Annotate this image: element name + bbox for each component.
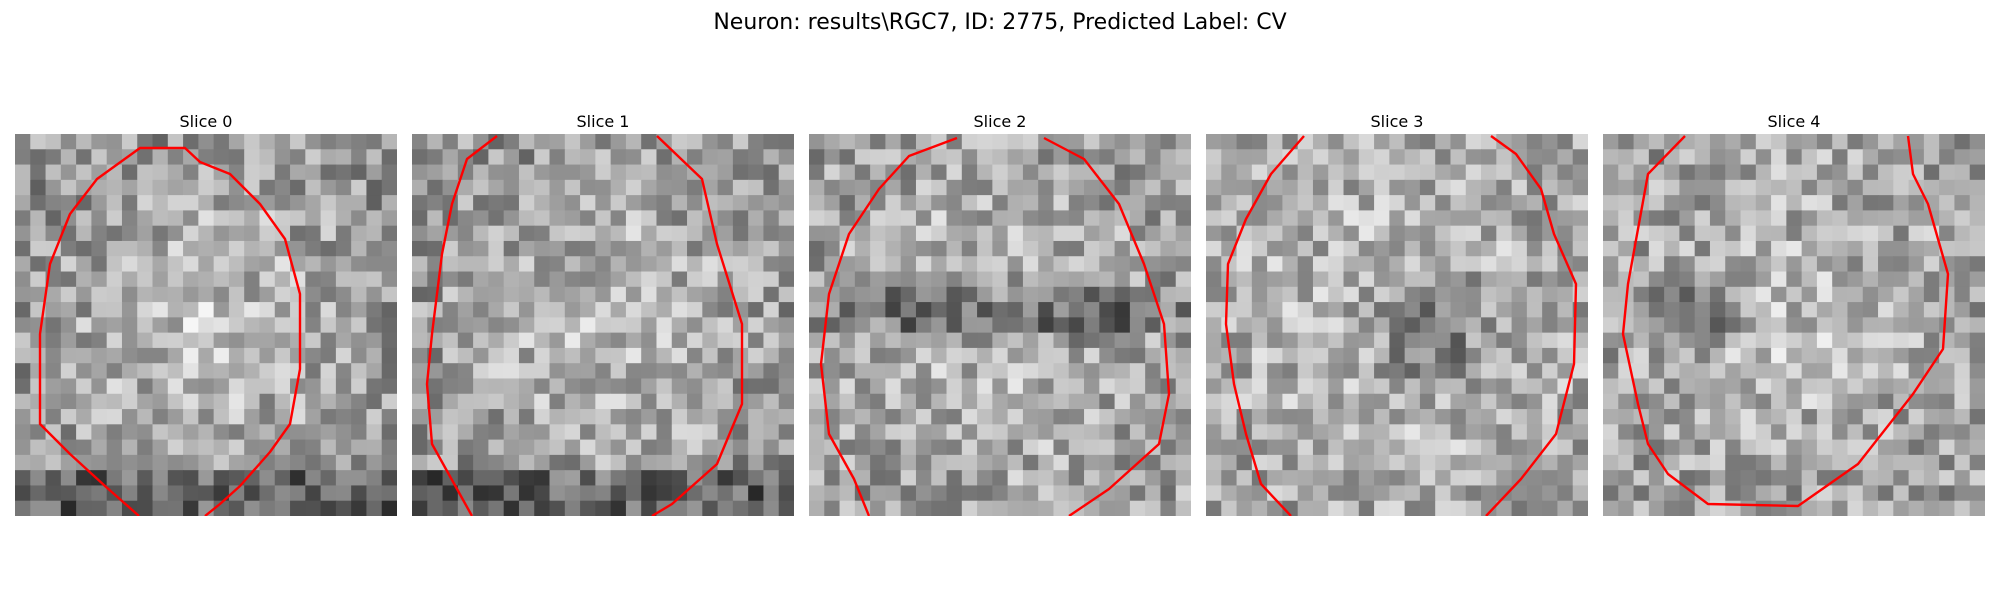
- slice-panel-3: Slice 3: [1206, 112, 1588, 516]
- segmentation-contour: [1621, 135, 1950, 508]
- slice-image-1: [412, 134, 794, 516]
- slice-panel-4: Slice 4: [1603, 112, 1985, 516]
- slice-title: Slice 0: [179, 112, 233, 131]
- segmentation-contour: [819, 136, 958, 516]
- segmentation-contour: [1485, 135, 1578, 516]
- slice-panel-1: Slice 1: [412, 112, 794, 516]
- slice-panel-2: Slice 2: [809, 112, 1191, 516]
- slice-image-3: [1206, 134, 1588, 516]
- slice-panel-0: Slice 0: [15, 112, 397, 516]
- slice-title: Slice 3: [1370, 112, 1424, 131]
- slice-image-4: [1603, 134, 1985, 516]
- segmentation-contour: [38, 146, 302, 516]
- segmentation-contour: [1224, 135, 1305, 516]
- figure-title: Neuron: results\RGC7, ID: 2775, Predicte…: [713, 10, 1287, 35]
- segmentation-contour: [425, 135, 498, 516]
- segmentation-contour: [1043, 136, 1171, 516]
- slice-title: Slice 1: [576, 112, 630, 131]
- slice-title: Slice 4: [1767, 112, 1821, 131]
- slice-image-0: [15, 134, 397, 516]
- segmentation-contour: [651, 135, 744, 516]
- slice-image-2: [809, 134, 1191, 516]
- slice-title: Slice 2: [973, 112, 1027, 131]
